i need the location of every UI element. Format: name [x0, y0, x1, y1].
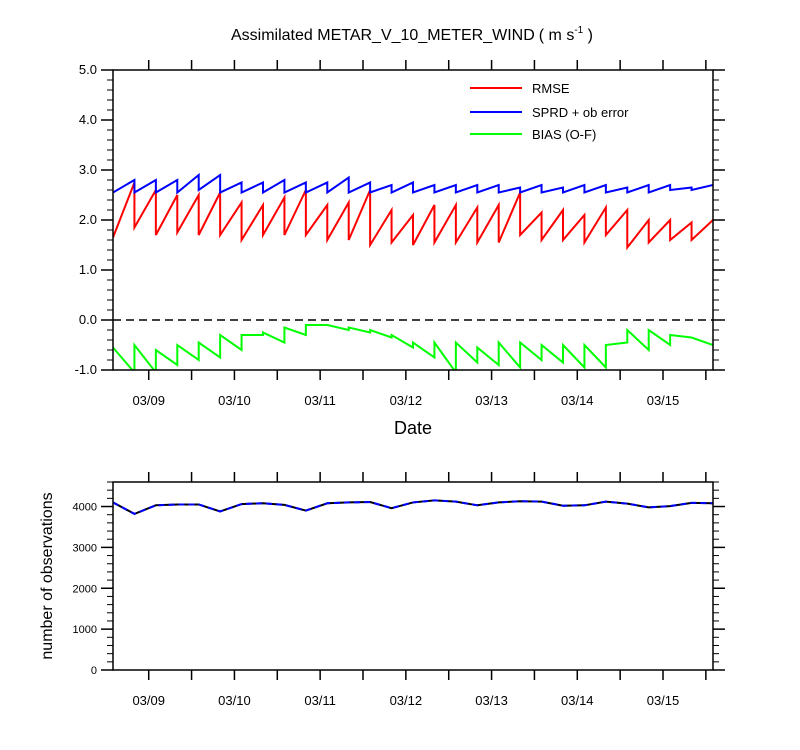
x-tick-label: 03/09 — [132, 393, 165, 408]
x-tick-label: 03/14 — [561, 393, 594, 408]
legend-label-bias-o-f: BIAS (O-F) — [532, 127, 596, 142]
bottom-plot-frame — [112, 481, 714, 671]
legend-label-rmse: RMSE — [532, 81, 570, 96]
x-tick-label: 03/11 — [304, 693, 336, 708]
series-line-rmse — [113, 182, 713, 251]
chart-title-units-exponent: -1 — [574, 25, 583, 36]
y-tick-label: 0 — [91, 665, 97, 677]
chart-title-units: ( m s — [539, 27, 575, 44]
y-tick-label: 4000 — [73, 502, 97, 514]
top-panel: 03/09 03/10 03/11 03/12 03/13 03/14 03/15 5.0 4.… — [75, 60, 725, 408]
x-tick-label: 03/15 — [647, 393, 680, 408]
x-tick-label: 03/13 — [475, 693, 508, 708]
x-tick-label: 03/12 — [390, 393, 423, 408]
x-tick-label: 03/09 — [132, 693, 165, 708]
x-tick-label: 03/14 — [561, 693, 594, 708]
chart-title-main: Assimilated METAR_V_10_METER_WIND — [231, 27, 535, 44]
y-tick-label: 1.0 — [79, 262, 97, 277]
series-line-bias-o-f — [113, 324, 713, 370]
legend-label-sprd-ob-error: SPRD + ob error — [532, 105, 629, 120]
x-tick-label: 03/10 — [218, 693, 251, 708]
y-tick-label: 3.0 — [79, 162, 97, 177]
y-tick-label: 0.0 — [79, 312, 97, 327]
y-tick-label: 2000 — [73, 583, 97, 595]
y-tick-label: 3000 — [73, 542, 97, 554]
x-tick-label: 03/13 — [475, 393, 508, 408]
y-tick-label: 4.0 — [79, 112, 97, 127]
legend: RMSE SPRD + ob error BIAS (O-F) — [470, 81, 629, 142]
bottom-y-axis-title: number of observations — [39, 492, 56, 659]
chart-title-units-close: ) — [583, 27, 593, 44]
y-tick-label: 1000 — [73, 624, 97, 636]
series-line-sprd-ob-error — [113, 172, 713, 195]
top-x-axis-title: Date — [394, 418, 432, 438]
series-line-obs-1 — [113, 499, 713, 515]
bottom-panel: 03/09 03/10 03/11 03/12 03/13 03/14 03/15 4000 3… — [73, 472, 725, 708]
y-tick-label: 2.0 — [79, 212, 97, 227]
x-tick-label: 03/11 — [304, 393, 336, 408]
x-tick-label: 03/12 — [390, 693, 423, 708]
x-tick-label: 03/10 — [218, 393, 251, 408]
y-tick-label: 5.0 — [79, 62, 97, 77]
top-plot-frame — [112, 69, 714, 371]
chart-title: Assimilated METAR_V_10_METER_WIND( m s-1… — [231, 25, 593, 44]
y-tick-label: -1.0 — [75, 362, 97, 377]
x-tick-label: 03/15 — [647, 693, 680, 708]
